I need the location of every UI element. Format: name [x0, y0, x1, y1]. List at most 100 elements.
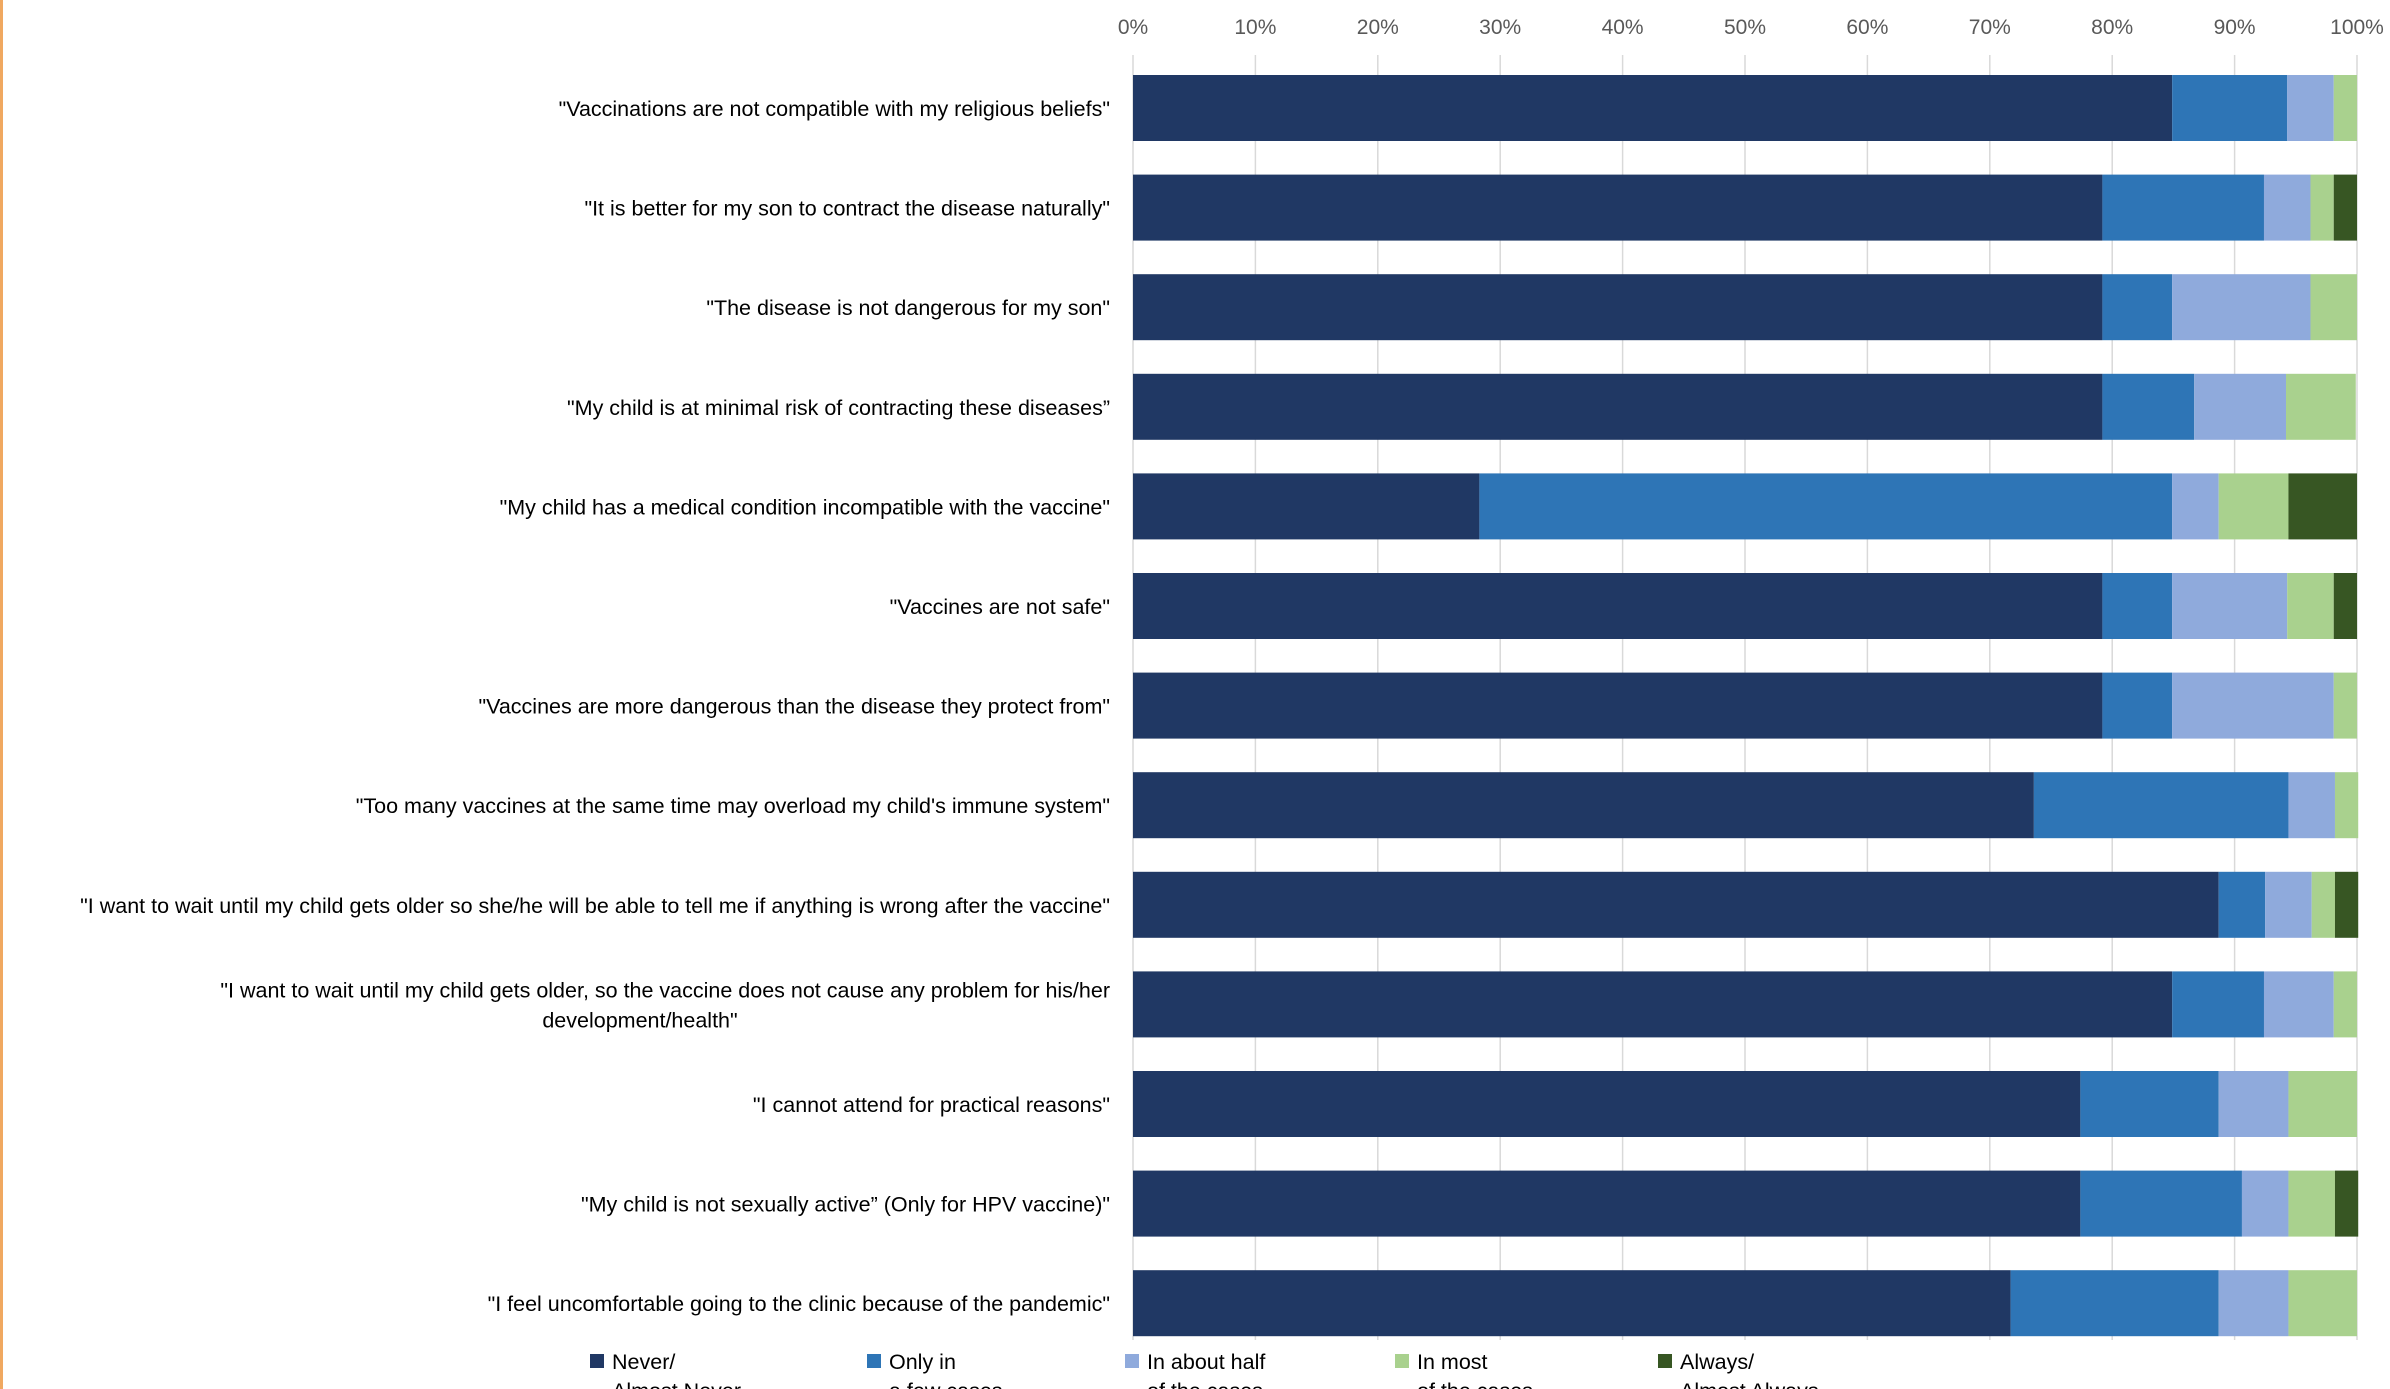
- legend-label: In about half: [1147, 1350, 1265, 1374]
- bar-segment: [2218, 473, 2289, 540]
- bar-segment: [1133, 473, 1480, 540]
- bar-segment: [2194, 373, 2287, 440]
- bar-segment: [2241, 1170, 2289, 1237]
- legend-label: Always/: [1680, 1350, 1754, 1374]
- legend-label: In most: [1417, 1350, 1488, 1374]
- bar-segment: [2172, 274, 2311, 341]
- x-tick-label: 0%: [1118, 16, 1148, 39]
- legend-label: Only in: [889, 1350, 956, 1374]
- bar-segment: [2172, 75, 2288, 141]
- legend-label: Almost Always: [1680, 1379, 1819, 1389]
- bar-segment: [2102, 174, 2264, 241]
- legend-label: a few cases: [889, 1379, 1003, 1389]
- bar-segment: [2288, 1170, 2335, 1237]
- bar-segment: [2333, 672, 2357, 739]
- bar-segment: [2311, 871, 2335, 938]
- left-border-line: [0, 0, 3, 1389]
- bar-segment: [2333, 174, 2357, 241]
- category-label: "It is better for my son to contract the…: [584, 197, 1110, 221]
- bar-segment: [2310, 274, 2357, 341]
- legend-swatch: [1395, 1354, 1409, 1368]
- bar-segment: [1133, 772, 2034, 839]
- category-label: development/health": [542, 1008, 737, 1032]
- x-tick-label: 60%: [1846, 16, 1888, 39]
- bar-segment: [1133, 573, 2103, 639]
- bar-segment: [1133, 1170, 2081, 1237]
- category-label: "Vaccinations are not compatible with my…: [559, 97, 1110, 121]
- bar-segment: [2288, 1071, 2357, 1137]
- bar-segment: [2333, 75, 2357, 141]
- bar-segment: [2263, 971, 2334, 1038]
- legend-swatch: [867, 1354, 881, 1368]
- x-tick-label: 40%: [1602, 16, 1644, 39]
- x-tick-label: 90%: [2214, 16, 2256, 39]
- bar-segment: [2218, 1071, 2289, 1137]
- bar-segment: [2334, 1170, 2359, 1237]
- bar-segment: [1133, 672, 2103, 739]
- legend-label: Almost Never: [612, 1379, 741, 1389]
- bar-segment: [2172, 672, 2334, 739]
- bar-segment: [2333, 971, 2357, 1038]
- bar-segment: [2080, 1170, 2242, 1237]
- category-label: "My child is not sexually active” (Only …: [581, 1193, 1110, 1217]
- category-label: "Vaccines are not safe": [890, 595, 1110, 619]
- bar-segment: [2218, 871, 2266, 938]
- legend-label: of the cases: [1147, 1379, 1263, 1389]
- bar-segment: [2288, 1270, 2357, 1337]
- bar-segment: [2334, 871, 2359, 938]
- bar-segment: [1133, 75, 2173, 141]
- x-tick-label: 10%: [1234, 16, 1276, 39]
- bar-segment: [1133, 373, 2103, 440]
- bar-segment: [2333, 573, 2357, 639]
- x-tick-label: 70%: [1969, 16, 2011, 39]
- bar-segment: [2172, 473, 2219, 540]
- bar-segment: [2102, 274, 2173, 341]
- category-label: "The disease is not dangerous for my son…: [706, 296, 1110, 320]
- category-label: "I want to wait until my child gets olde…: [80, 894, 1110, 918]
- category-label: "My child has a medical condition incomp…: [500, 495, 1110, 519]
- bar-segment: [2288, 772, 2335, 839]
- bar-segment: [2265, 871, 2312, 938]
- bar-segment: [2334, 772, 2359, 839]
- x-tick-label: 50%: [1724, 16, 1766, 39]
- legend-swatch: [590, 1354, 604, 1368]
- x-tick-label: 20%: [1357, 16, 1399, 39]
- bar-segment: [2287, 573, 2334, 639]
- x-tick-label: 80%: [2091, 16, 2133, 39]
- bar-segment: [1133, 971, 2173, 1038]
- bar-segment: [2102, 672, 2173, 739]
- category-label: "I cannot attend for practical reasons": [753, 1093, 1110, 1117]
- legend-label: of the cases: [1417, 1379, 1533, 1389]
- bar-segment: [1133, 174, 2103, 241]
- category-label: "I want to wait until my child gets olde…: [220, 978, 1110, 1002]
- bar-segment: [1133, 1071, 2081, 1137]
- bar-segment: [1133, 871, 2219, 938]
- category-label: "Vaccines are more dangerous than the di…: [478, 695, 1110, 719]
- bar-segment: [2286, 373, 2356, 440]
- category-label: "My child is at minimal risk of contract…: [567, 396, 1110, 420]
- bar-segment: [2172, 971, 2264, 1038]
- bar-segment: [2080, 1071, 2219, 1137]
- category-label: "I feel uncomfortable going to the clini…: [488, 1292, 1110, 1316]
- x-tick-label: 30%: [1479, 16, 1521, 39]
- legend-label: Never/: [612, 1350, 675, 1374]
- bar-segment: [1133, 1270, 2011, 1337]
- x-tick-label: 100%: [2330, 16, 2384, 39]
- bar-segment: [2172, 573, 2288, 639]
- category-label: "Too many vaccines at the same time may …: [356, 794, 1110, 818]
- bar-segment: [2287, 75, 2334, 141]
- bar-segment: [1133, 274, 2103, 341]
- bar-segment: [2310, 174, 2334, 241]
- bar-segment: [2263, 174, 2311, 241]
- bar-segment: [2102, 573, 2173, 639]
- bar-segment: [2218, 1270, 2289, 1337]
- bar-segment: [1479, 473, 2173, 540]
- legend-swatch: [1125, 1354, 1139, 1368]
- bar-segment: [2033, 772, 2289, 839]
- bar-segment: [2288, 473, 2357, 540]
- legend-swatch: [1658, 1354, 1672, 1368]
- bar-segment: [2010, 1270, 2219, 1337]
- bar-segment: [2102, 373, 2195, 440]
